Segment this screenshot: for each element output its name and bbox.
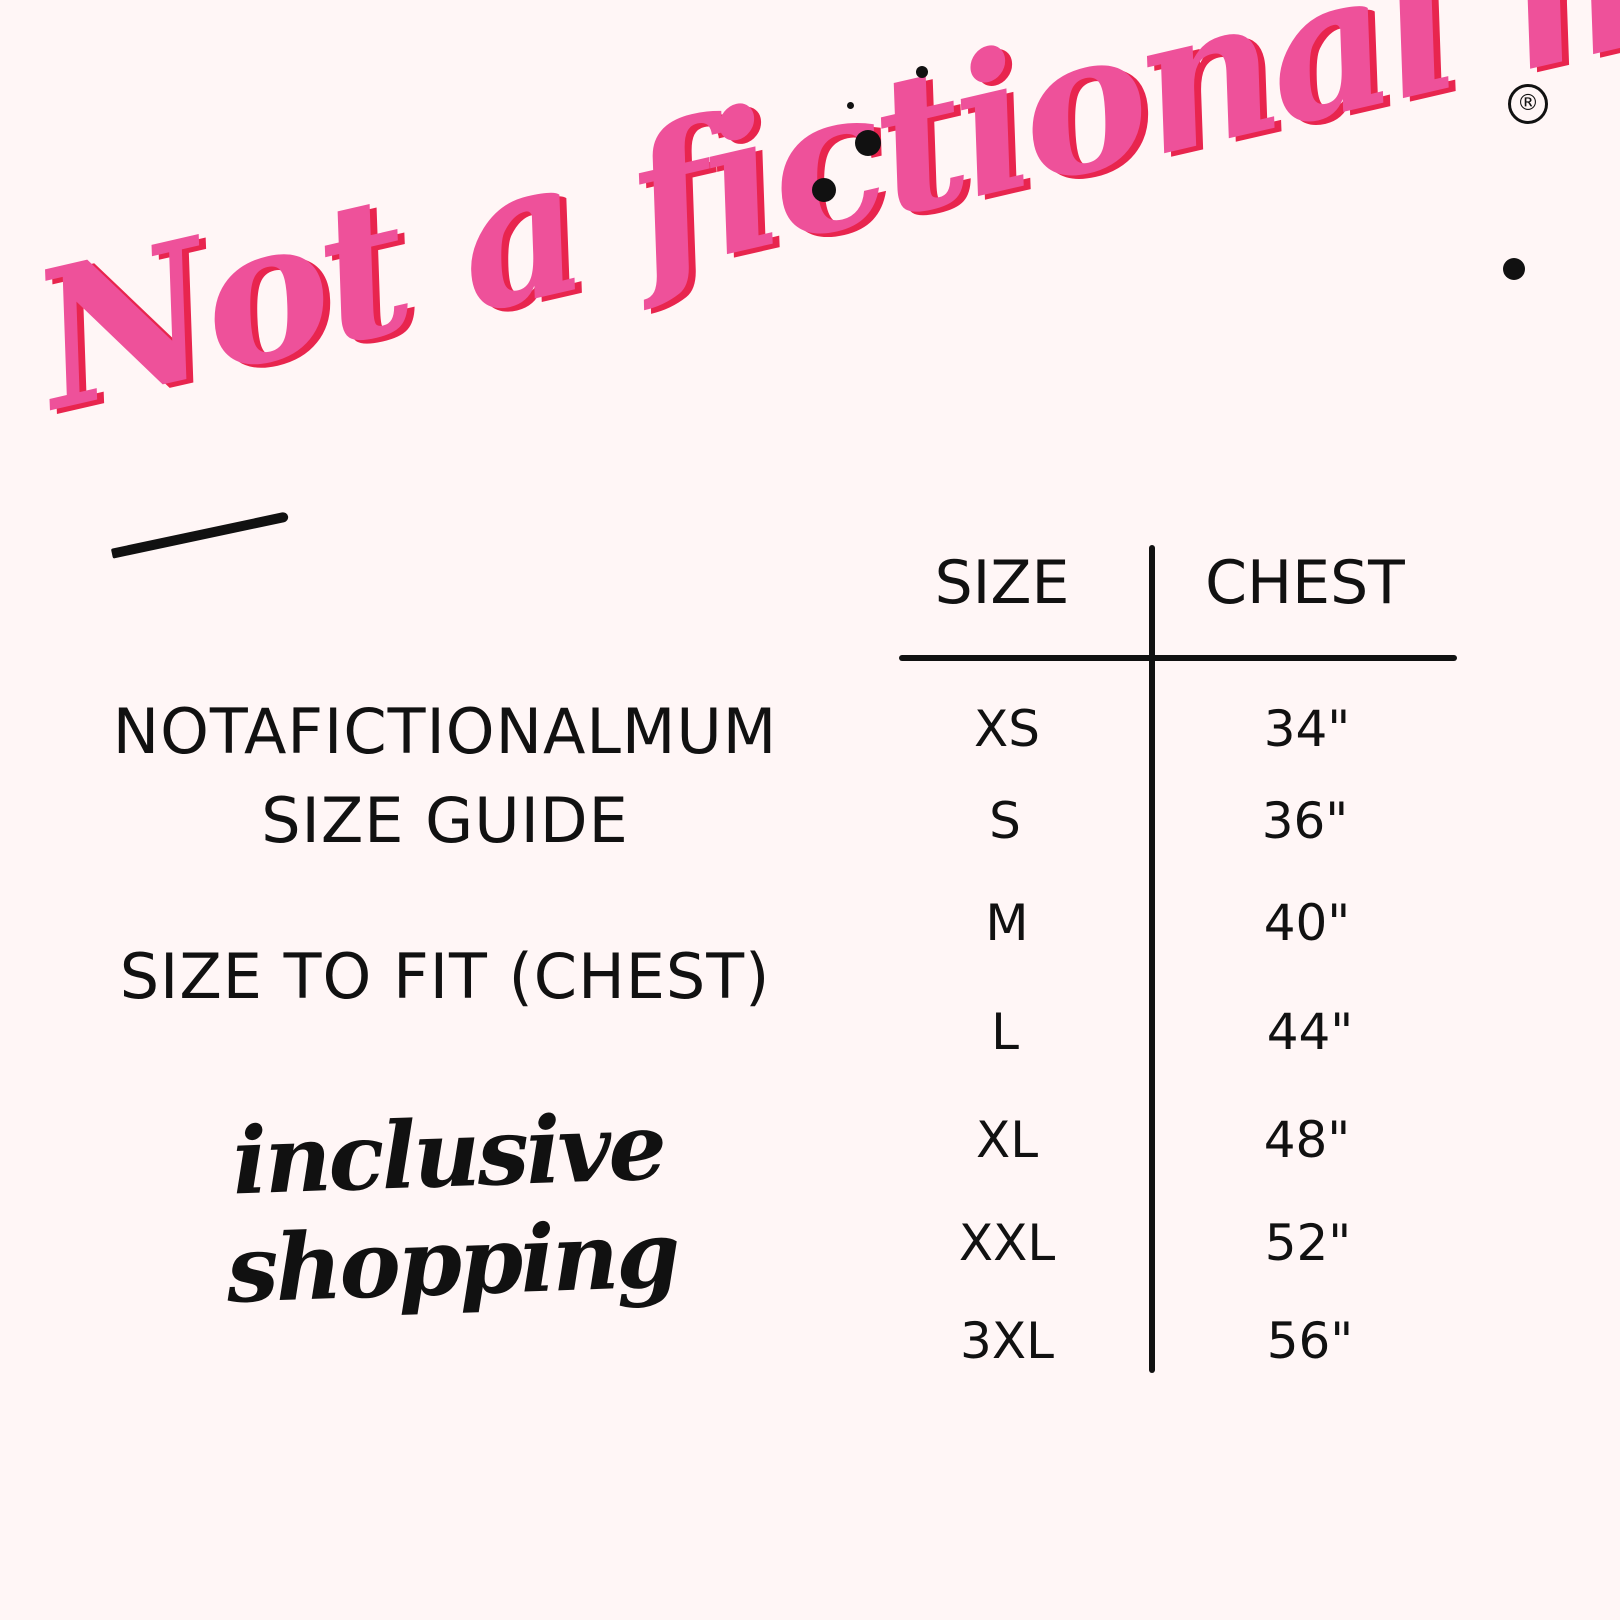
- size-cell: L: [991, 1003, 1019, 1061]
- chest-cell: 52": [1264, 1214, 1352, 1272]
- chest-cell: 56": [1266, 1312, 1354, 1370]
- size-cell: XS: [974, 700, 1040, 758]
- guide-title-line1: NOTAFICTIONALMUM: [112, 695, 778, 768]
- brand-logo: Not a fictional mum: [14, 0, 1620, 454]
- size-cell: M: [985, 894, 1029, 952]
- size-cell: S: [989, 792, 1021, 850]
- tagline: inclusive shopping: [224, 1092, 680, 1324]
- ink-splatter: [812, 178, 836, 202]
- guide-title-line2: SIZE GUIDE: [261, 784, 629, 857]
- size-cell: 3XL: [960, 1312, 1054, 1370]
- table-divider-vertical: [1149, 545, 1155, 1373]
- ink-splatter: [916, 66, 928, 78]
- ink-splatter: [1503, 258, 1525, 280]
- size-cell: XL: [975, 1111, 1039, 1169]
- column-header-size: SIZE: [934, 548, 1070, 618]
- size-cell: XXL: [958, 1214, 1056, 1272]
- chest-cell: 34": [1263, 700, 1351, 758]
- ink-splatter: [847, 102, 854, 109]
- ink-splatter: [855, 130, 881, 156]
- underline-brush-stroke: [110, 511, 290, 559]
- table-divider-horizontal: [899, 655, 1457, 661]
- chest-cell: 44": [1266, 1003, 1354, 1061]
- registered-mark: ®: [1508, 84, 1548, 124]
- guide-subtitle: SIZE TO FIT (CHEST): [119, 940, 771, 1013]
- chest-cell: 48": [1263, 1111, 1351, 1169]
- chest-cell: 40": [1263, 894, 1351, 952]
- chest-cell: 36": [1261, 792, 1349, 850]
- column-header-chest: CHEST: [1205, 548, 1405, 618]
